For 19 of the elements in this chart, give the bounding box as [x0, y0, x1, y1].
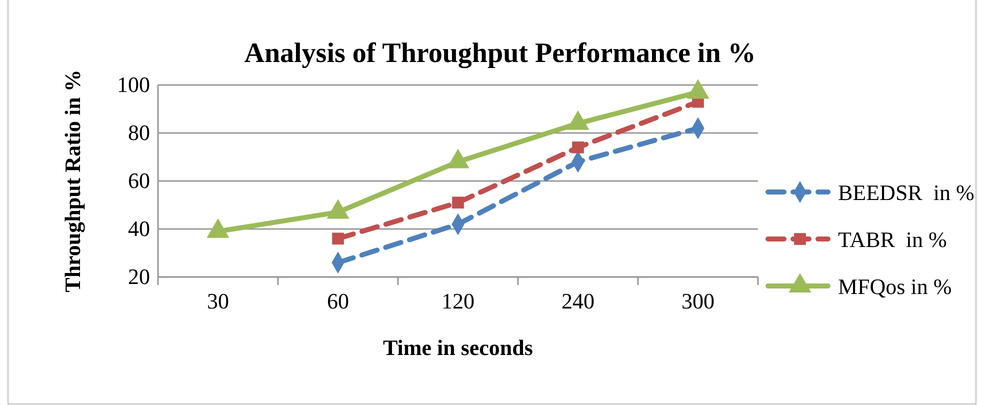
y-axis-title: Throughput Ratio in % [60, 70, 85, 292]
point [452, 196, 464, 209]
x-tick-label: 60 [327, 288, 349, 314]
y-tick-label: 60 [128, 168, 150, 194]
y-tick-label: 40 [128, 216, 150, 242]
y-tick-label: 80 [128, 120, 150, 146]
legend-label: BEEDSR in % [838, 180, 974, 205]
x-tick-label: 120 [442, 288, 474, 314]
point [332, 232, 344, 245]
x-axis-title: Time in seconds [383, 335, 534, 360]
x-tick-label: 240 [562, 288, 594, 314]
legend-label: TABR in % [838, 227, 947, 252]
y-tick-label: 100 [117, 72, 150, 98]
x-tick-label: 30 [207, 288, 229, 314]
point [572, 141, 584, 154]
legend-label: MFQos in % [838, 274, 952, 299]
x-tick-label: 300 [682, 288, 714, 314]
y-tick-label: 20 [128, 264, 150, 290]
chart-title: Analysis of Throughput Performance in % [244, 38, 756, 69]
